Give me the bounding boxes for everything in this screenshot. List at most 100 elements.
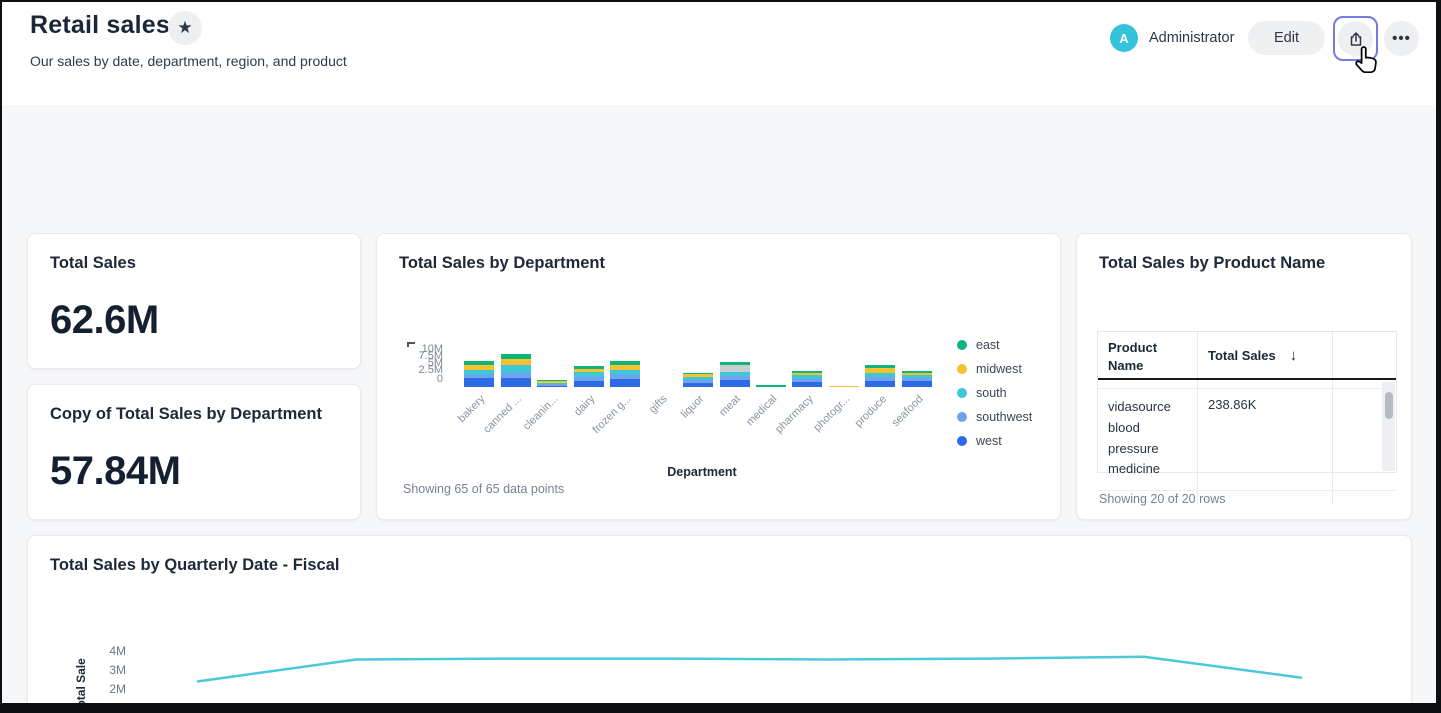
bar-segment-midwest[interactable] <box>683 374 714 377</box>
bar-segment-east[interactable] <box>683 372 714 375</box>
bar-bakery[interactable]: bakery <box>456 332 497 425</box>
bar-produce[interactable]: produce <box>852 332 898 430</box>
bar-segment-midwest[interactable] <box>537 381 568 383</box>
bar-segment-south[interactable] <box>537 382 568 384</box>
bar-segment-southwest[interactable] <box>792 378 823 382</box>
bar-segment-west[interactable] <box>901 381 932 387</box>
dept-bar-plot[interactable]: bakery canned ... cleanin... dairy frozen g.… <box>456 332 935 436</box>
bar-segment-west[interactable] <box>719 379 750 387</box>
bar-segment-midwest[interactable] <box>901 372 932 375</box>
bar-segment-south[interactable] <box>719 372 750 377</box>
y-tick: 1M <box>109 702 126 703</box>
bar-segment-south[interactable] <box>500 365 531 373</box>
bar-segment-west[interactable] <box>500 377 531 387</box>
y-tick: 5M <box>427 357 443 369</box>
table-scrollbar-thumb[interactable] <box>1384 392 1393 419</box>
bar-segment-southwest[interactable] <box>901 378 932 382</box>
bar-gifts[interactable]: gifts <box>643 332 679 416</box>
bar-cleanin[interactable]: cleanin... <box>521 332 570 433</box>
bar-segment-east[interactable] <box>901 371 932 373</box>
bar-segment-southwest[interactable] <box>610 374 641 380</box>
bar-segment-midwest[interactable] <box>610 365 641 370</box>
bar-segment-southwest[interactable] <box>865 377 896 381</box>
dept-footnote: Showing 65 of 65 data points <box>403 482 565 496</box>
share-button[interactable] <box>1338 21 1373 56</box>
bar-segment-south[interactable] <box>865 372 896 378</box>
bar-liquor[interactable]: liquor <box>679 332 716 421</box>
edit-button[interactable]: Edit <box>1248 21 1325 55</box>
bar-segment-east[interactable] <box>573 366 604 369</box>
legend-dot <box>957 388 967 398</box>
bar-segment-southwest[interactable] <box>500 372 531 378</box>
bar-segment-south[interactable] <box>610 369 641 375</box>
bar-segment-west[interactable] <box>865 380 896 387</box>
legend-item-southwest[interactable]: southwest <box>957 405 1032 429</box>
bar-segment-south[interactable] <box>901 374 932 379</box>
bar-segment-east[interactable] <box>500 354 531 360</box>
app-window: Retail sales ★ Our sales by date, depart… <box>2 2 1436 703</box>
bar-segment-midwest[interactable] <box>828 385 859 387</box>
column-header-product-name[interactable]: Product Name <box>1098 332 1198 378</box>
bar-canned[interactable]: canned ... <box>482 332 533 436</box>
cell-product-name: vidasource blood pressure medicine <box>1098 389 1198 490</box>
favorite-button[interactable]: ★ <box>168 11 202 45</box>
legend-item-south[interactable]: south <box>957 381 1032 405</box>
bar-segment-east[interactable] <box>464 360 495 366</box>
bar-segment-east[interactable] <box>537 379 568 381</box>
bar-segment-midwest[interactable] <box>792 372 823 376</box>
bar-segment-southwest[interactable] <box>573 377 604 382</box>
bar-segment-south[interactable] <box>573 372 604 378</box>
kpi-card-total-sales: Total Sales 62.6M <box>27 233 361 369</box>
y-tick: 2M <box>109 682 126 696</box>
bar-segment-west[interactable] <box>610 379 641 387</box>
partial-row <box>1098 491 1396 505</box>
bar-segment-west[interactable] <box>464 378 495 387</box>
bar-segment-southwest[interactable] <box>683 379 714 383</box>
avatar[interactable]: A <box>1110 24 1138 52</box>
bar-pharmacy[interactable]: pharmacy <box>773 332 825 436</box>
bar-segment-west[interactable] <box>792 381 823 387</box>
bar-segment-east[interactable] <box>792 370 823 373</box>
bar-segment-east[interactable] <box>719 361 750 365</box>
bar-segment-east[interactable] <box>755 385 786 387</box>
bar-segment-south[interactable] <box>464 369 495 375</box>
total-sales-line[interactable] <box>196 655 1303 683</box>
bar-segment-southwest[interactable] <box>464 374 495 379</box>
bar-segment-midwest[interactable] <box>464 365 495 370</box>
table-title: Total Sales by Product Name <box>1099 254 1326 272</box>
bar-segment-west[interactable] <box>573 381 604 387</box>
bar-meat[interactable]: meat <box>716 332 752 419</box>
column-header-total-sales[interactable]: Total Sales ↓ <box>1198 332 1333 378</box>
bar-segment-southwest[interactable] <box>537 384 568 386</box>
bar-medical[interactable]: medical <box>744 332 789 428</box>
x-tick: seafood <box>889 393 926 430</box>
bar-segment-west[interactable] <box>683 382 714 387</box>
legend-item-west[interactable]: west <box>957 429 1032 453</box>
bar-segment-southwest[interactable] <box>719 376 750 380</box>
table-scrollbar-track[interactable] <box>1382 382 1395 471</box>
bar-dairy[interactable]: dairy <box>570 332 606 418</box>
qtr-line-plot[interactable] <box>28 536 1413 703</box>
legend-item-midwest[interactable]: midwest <box>957 357 1032 381</box>
bar-segment-midwest[interactable] <box>865 367 896 373</box>
bar-segment-east[interactable] <box>610 360 641 366</box>
bar-segment-midwest[interactable] <box>500 359 531 366</box>
bar-segment-east[interactable] <box>865 364 896 368</box>
bar-frozeng[interactable]: frozen g... <box>591 332 643 436</box>
bar-photogr[interactable]: photogr... <box>811 332 862 434</box>
table-row[interactable]: vidasource blood pressure medicine 238.86… <box>1098 389 1396 491</box>
bar-seafood[interactable]: seafood <box>889 332 935 429</box>
bar-segment-null_segment[interactable] <box>719 364 750 373</box>
table-footnote: Showing 20 of 20 rows <box>1099 492 1226 506</box>
share-icon <box>1347 30 1365 48</box>
product-table-card: Total Sales by Product Name Product Name… <box>1076 233 1412 520</box>
kpi-card-copy-dept: Copy of Total Sales by Department 57.84M <box>27 384 361 520</box>
share-button-focus-ring[interactable] <box>1333 16 1378 61</box>
kpi-value: 57.84M <box>50 449 181 493</box>
bar-segment-midwest[interactable] <box>573 368 604 373</box>
more-menu-button[interactable]: ••• <box>1384 21 1419 56</box>
bar-segment-south[interactable] <box>683 376 714 380</box>
bar-segment-south[interactable] <box>792 375 823 379</box>
bar-segment-west[interactable] <box>537 385 568 387</box>
legend-item-east[interactable]: east <box>957 333 1032 357</box>
